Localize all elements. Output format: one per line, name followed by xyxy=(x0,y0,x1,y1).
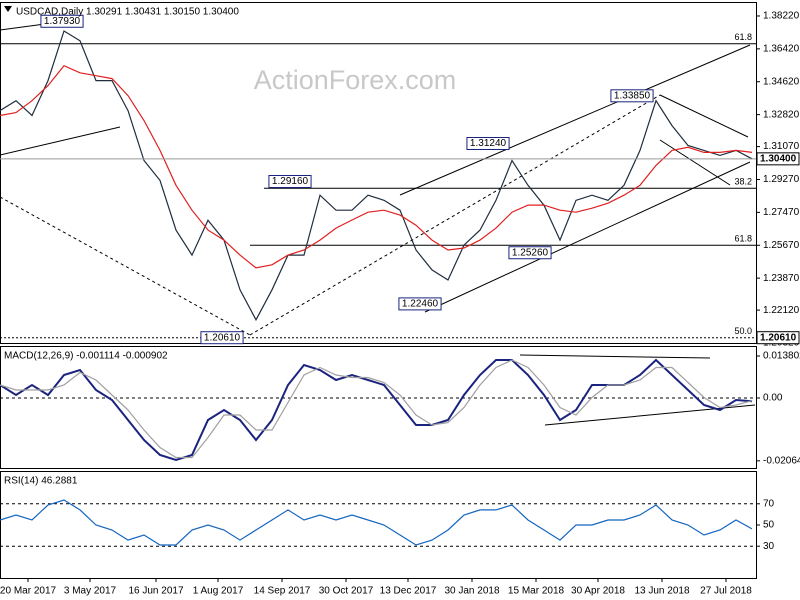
y-tick-label: 1.34620 xyxy=(763,76,800,87)
series-line xyxy=(0,499,753,546)
annotation-box xyxy=(268,174,312,188)
y-tick-label: 50 xyxy=(763,520,775,531)
price-tag-box xyxy=(756,152,800,166)
trendline xyxy=(399,44,751,196)
annotation-label: 1.22460 xyxy=(402,299,439,310)
annotation-box xyxy=(398,297,442,311)
plot-area xyxy=(0,358,756,462)
plot-area xyxy=(0,30,756,339)
panel-title: MACD(12,26,9) -0.001114 -0.000902 xyxy=(4,351,168,362)
x-tick-label: 30 Oct 2017 xyxy=(319,586,374,597)
annotation-label: 1.29160 xyxy=(272,176,309,187)
y-tick-label: 1.22120 xyxy=(763,305,800,316)
x-tick-label: 30 Jan 2018 xyxy=(444,586,499,597)
trendline xyxy=(544,404,756,426)
series-line xyxy=(0,30,753,322)
series-line xyxy=(0,358,753,462)
fib-label: 50.0 xyxy=(734,326,752,336)
y-tick-label: 1.32820 xyxy=(763,109,800,120)
y-tick-label: 1.23870 xyxy=(763,273,800,284)
y-tick-label: 1.38220 xyxy=(763,11,800,22)
x-tick-label: 30 Apr 2018 xyxy=(571,586,625,597)
panel-title: RSI(14) 46.2881 xyxy=(4,476,78,487)
annotation-box xyxy=(200,331,244,345)
panel-frame xyxy=(0,471,757,579)
y-tick-label: 1.29270 xyxy=(763,174,800,185)
trendline xyxy=(659,94,749,138)
trendline xyxy=(0,126,121,156)
macd-trendlines xyxy=(519,354,756,426)
trendline xyxy=(424,161,751,313)
price-tag-box xyxy=(756,331,800,345)
x-tick-label: 15 Mar 2018 xyxy=(508,586,565,597)
annotation-label: 1.31240 xyxy=(470,138,507,149)
x-tick-label: 1 Aug 2017 xyxy=(193,586,244,597)
x-tick-label: 20 Mar 2017 xyxy=(0,586,57,597)
x-tick-label: 14 Sep 2017 xyxy=(254,586,311,597)
series-line xyxy=(0,64,753,269)
price-tag-label: 1.20610 xyxy=(760,332,797,343)
x-tick-label: 16 Jun 2017 xyxy=(128,586,183,597)
annotation-box xyxy=(466,136,510,150)
y-tick-label: 1.25670 xyxy=(763,240,800,251)
annotation-label: 1.25260 xyxy=(512,247,549,258)
y-tick-label: 30 xyxy=(763,541,775,552)
plot-area xyxy=(0,499,756,547)
y-tick-label: 0.013802 xyxy=(763,351,800,362)
fib-label: 61.8 xyxy=(734,234,752,244)
panel-frame xyxy=(0,346,757,469)
x-tick-label: 27 Jul 2018 xyxy=(700,586,752,597)
trendline xyxy=(249,94,661,336)
x-tick-label: 3 May 2017 xyxy=(64,586,117,597)
annotation-label: 1.33850 xyxy=(614,90,651,101)
trendline xyxy=(519,354,711,359)
series-line xyxy=(0,359,753,459)
annotation-label: 1.37930 xyxy=(44,16,81,27)
trendline xyxy=(659,139,731,186)
x-tick-label: 13 Dec 2017 xyxy=(380,586,437,597)
y-tick-label: 0.00 xyxy=(763,393,783,404)
fib-label: 61.8 xyxy=(734,32,752,42)
x-tick-label: 13 Jun 2018 xyxy=(634,586,689,597)
trendlines xyxy=(0,19,751,336)
annotation-label: 1.20610 xyxy=(204,332,241,343)
panel-title: USDCAD,Daily 1.30291 1.30431 1.30150 1.3… xyxy=(16,7,239,18)
annotation-box xyxy=(40,14,84,28)
watermark: ActionForex.com xyxy=(254,65,457,95)
fib-label: 38.2 xyxy=(734,177,752,187)
annotation-box xyxy=(610,89,654,103)
y-tick-label: 1.31070 xyxy=(763,141,800,152)
price-tag-label: 1.30400 xyxy=(760,153,797,164)
panel-frame xyxy=(0,2,757,344)
y-tick-label: 70 xyxy=(763,498,775,509)
y-tick-label: 1.27470 xyxy=(763,207,800,218)
menu-arrow xyxy=(4,6,12,12)
trendline xyxy=(0,196,251,336)
y-tick-label: -0.020648 xyxy=(763,455,800,466)
annotation-box xyxy=(508,246,552,260)
y-tick-label: 1.36420 xyxy=(763,43,800,54)
